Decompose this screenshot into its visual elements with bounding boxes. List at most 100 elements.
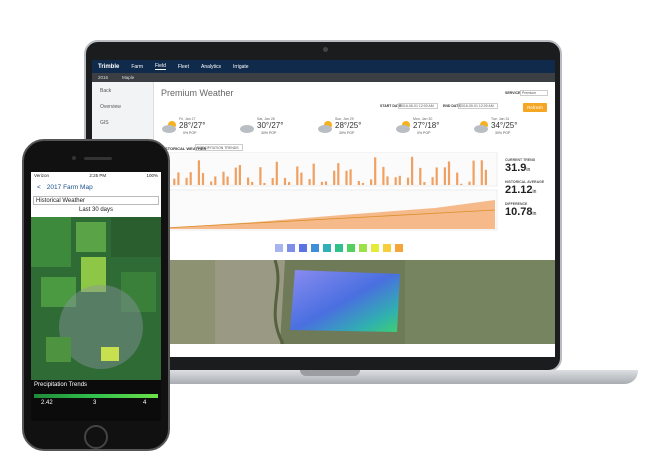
- forecast-temp: 28°/25°: [335, 121, 362, 130]
- bar: [271, 178, 274, 185]
- bar: [374, 157, 377, 185]
- carrier: Verizon: [34, 173, 50, 178]
- bar: [247, 177, 250, 185]
- stat-label: DIFFERENCE: [505, 202, 528, 206]
- bar: [324, 181, 328, 185]
- bar: [275, 161, 278, 185]
- nav-item[interactable]: Analytics: [200, 63, 221, 70]
- cloud: [318, 125, 332, 133]
- side-item[interactable]: Overview: [100, 104, 121, 110]
- stat: DIFFERENCE 10.78in: [505, 202, 555, 218]
- bar: [222, 171, 225, 185]
- laptop-camera: [323, 47, 328, 52]
- historical-label: HISTORICAL WEATHER: [161, 146, 207, 151]
- time: 2:25 PM: [89, 173, 107, 178]
- scale-label: 3: [93, 400, 97, 406]
- nav-item[interactable]: Farm: [131, 63, 144, 70]
- bar: [357, 180, 360, 185]
- forecast-day: Tue, Jan 31: [491, 117, 510, 121]
- side-item[interactable]: Back: [100, 88, 112, 94]
- stat-number: 21.12: [505, 184, 533, 196]
- status-bar: Verizon 2:25 PM 100%: [31, 172, 161, 180]
- cloud: [162, 125, 176, 133]
- bar: [197, 160, 200, 185]
- start-input[interactable]: 2016-06-01 12:00 AM: [398, 103, 438, 109]
- year-select[interactable]: 2016: [98, 75, 109, 80]
- stat-number: 10.78: [505, 206, 533, 218]
- stat-value: 21.12in: [505, 184, 555, 196]
- phone-camera: [72, 156, 76, 160]
- weather-icon: [396, 121, 410, 133]
- end-label: END DATE: [443, 104, 461, 108]
- bar: [189, 172, 192, 185]
- forecast-card: Mon, Jan 30 27°/18° 0% POP: [395, 117, 455, 141]
- forecast-temp: 34°/25°: [491, 121, 518, 130]
- layer-input[interactable]: Historical Weather: [33, 196, 159, 205]
- side-item[interactable]: GIS: [100, 120, 109, 126]
- farm-select[interactable]: Maple: [122, 75, 135, 80]
- bar: [214, 176, 217, 185]
- cloud: [396, 125, 410, 133]
- service-label: SERVICE: [505, 91, 521, 95]
- battery: 100%: [146, 173, 158, 178]
- bar: [337, 163, 340, 185]
- range-select[interactable]: Last 30 days: [78, 207, 114, 213]
- bar: [394, 177, 397, 185]
- forecast-day: Sat, Jan 28: [257, 117, 275, 121]
- bar: [456, 172, 459, 185]
- bar: [288, 182, 291, 185]
- map-legend: [275, 244, 403, 252]
- back-arrow[interactable]: <: [37, 183, 41, 191]
- bar: [185, 177, 188, 185]
- bar: [468, 181, 471, 185]
- bar: [370, 179, 373, 185]
- weather-icon: [318, 121, 332, 133]
- forecast-temp: 27°/18°: [413, 121, 440, 130]
- nav-item[interactable]: Fleet: [177, 63, 189, 70]
- satellite-map: [155, 260, 555, 344]
- cumulative-area: [163, 200, 495, 229]
- stat-unit: in: [532, 211, 537, 217]
- forecast-card: Sat, Jan 28 30°/27° 30% POP: [239, 117, 299, 141]
- bar: [201, 173, 205, 185]
- forecast-card: Sun, Jan 29 28°/25° 30% POP: [317, 117, 377, 141]
- top-nav: Trimble Farm Field Fleet Analytics Irrig…: [92, 60, 555, 73]
- scale-label: 2.42: [41, 400, 53, 406]
- bar: [398, 175, 401, 185]
- bar: [234, 167, 237, 185]
- stat: HISTORICAL AVERAGE 21.12in: [505, 180, 555, 196]
- laptop-notch: [300, 370, 360, 376]
- bar: [320, 181, 323, 185]
- home-button[interactable]: [84, 425, 108, 449]
- nav-item[interactable]: Irrigate: [233, 63, 249, 70]
- phone-map: [31, 217, 161, 380]
- nav-item[interactable]: Field: [155, 63, 166, 70]
- bar: [435, 167, 438, 185]
- forecast-pop: 30% POP: [261, 131, 277, 135]
- phone-speaker: [84, 157, 112, 160]
- forecast-temp: 30°/27°: [257, 121, 284, 130]
- refresh-button[interactable]: Refresh: [523, 103, 547, 112]
- bar: [423, 182, 426, 185]
- trend-gradient: [34, 394, 158, 398]
- historical-select[interactable]: PRECIPITATION TRENDS: [195, 144, 243, 151]
- service-select[interactable]: Premium: [520, 90, 548, 96]
- chart-bg: [160, 152, 498, 187]
- end-input[interactable]: 2016-09-01 12:00 AM: [458, 103, 498, 109]
- bar: [447, 161, 451, 185]
- stat: CURRENT TREND 31.9in: [505, 158, 555, 174]
- bar: [173, 178, 176, 185]
- weather-icon: [162, 121, 176, 133]
- forecast-temp: 28°/27°: [179, 121, 206, 130]
- start-label: START DATE: [380, 104, 402, 108]
- bar: [484, 169, 487, 185]
- brand[interactable]: Trimble: [98, 63, 120, 70]
- page-title: Premium Weather: [161, 88, 234, 98]
- forecast-card: Fri, Jan 27 28°/27° 0% POP: [161, 117, 221, 141]
- stat-unit: in: [532, 189, 537, 195]
- stat-number: 31.9: [505, 162, 527, 174]
- bar: [333, 170, 336, 185]
- cloud: [474, 125, 488, 133]
- weather-icon: [474, 121, 488, 133]
- bar: [259, 167, 262, 185]
